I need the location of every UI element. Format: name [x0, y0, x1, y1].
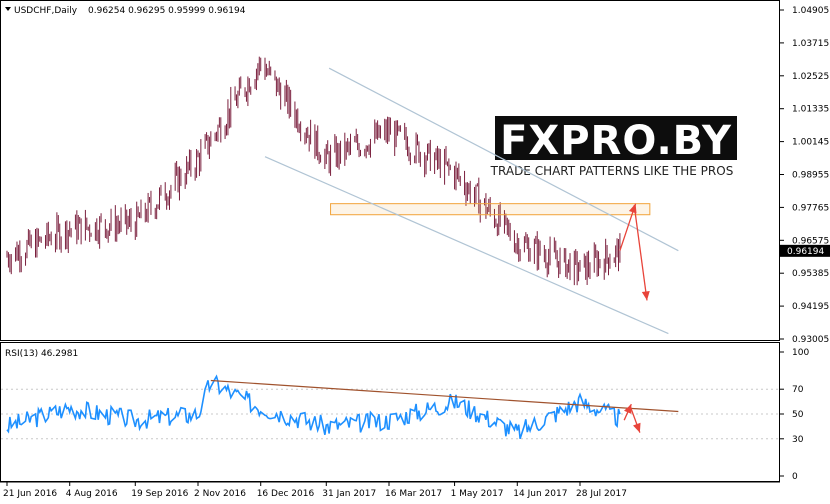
last-price-label: 0.96194 [787, 247, 824, 257]
ohlc-label: 0.96254 0.96295 0.95999 0.96194 [88, 6, 246, 16]
watermark-banner [495, 116, 737, 160]
price-tick-label: 1.01335 [792, 105, 829, 115]
price-tick-label: 1.03715 [792, 39, 829, 49]
channel-line-upper [328, 67, 679, 252]
time-tick-label: 19 Sep 2016 [131, 489, 188, 499]
rsi-tick-label: 0 [792, 472, 798, 482]
price-panel-frame [0, 0, 780, 341]
rsi-title: RSI(13) 46.2981 [5, 349, 78, 359]
chart-header: USDCHF,Daily 0.96254 0.96295 0.95999 0.9… [5, 6, 246, 16]
price-tick-label: 0.97765 [792, 203, 829, 213]
symbol-label: USDCHF,Daily [14, 6, 78, 16]
time-tick-label: 21 Jun 2016 [3, 489, 57, 499]
price-tick-label: 0.93005 [792, 335, 829, 345]
price-arrow-head [641, 290, 650, 301]
rsi-tick-label: 50 [792, 410, 804, 420]
watermark-title: FXPRO.BY [500, 118, 732, 164]
time-tick-label: 4 Aug 2016 [66, 489, 118, 499]
rsi-arrow-head [633, 422, 641, 433]
watermark: FXPRO.BY TRADE CHART PATTERNS LIKE THE P… [490, 116, 737, 178]
rsi-trendline [210, 379, 679, 413]
last-price-tag [780, 244, 830, 257]
price-arrow [633, 204, 648, 301]
time-tick-label: 2 Nov 2016 [194, 489, 246, 499]
rsi-tick-label: 100 [792, 348, 809, 358]
price-tick-label: 1.04905 [792, 6, 829, 16]
time-tick-label: 28 Jul 2017 [576, 489, 627, 499]
price-tick-label: 0.96575 [792, 236, 829, 246]
price-tick-label: 1.02525 [792, 72, 829, 82]
price-tick-label: 0.95385 [792, 269, 829, 279]
price-tick-label: 0.98955 [792, 171, 829, 181]
time-tick-label: 16 Dec 2016 [257, 489, 315, 499]
resistance-zone [330, 203, 651, 216]
channel-line-lower [264, 156, 669, 335]
rsi-arrow-head [624, 404, 632, 414]
price-tick-label: 0.94195 [792, 302, 829, 312]
price-layer [6, 56, 679, 335]
time-tick-label: 31 Jan 2017 [322, 489, 376, 499]
time-tick-label: 1 May 2017 [451, 489, 504, 499]
rsi-line [6, 374, 621, 440]
rsi-tick-label: 30 [792, 435, 804, 445]
rsi-layer [1, 374, 779, 440]
time-tick-label: 14 Jun 2017 [513, 489, 567, 499]
time-tick-label: 16 Mar 2017 [385, 489, 442, 499]
axes-layer: 1.04905 1.03715 1.02525 1.01335 1.00145 0.989… [3, 6, 830, 499]
watermark-sub-bg [494, 162, 730, 178]
price-tick-label: 1.00145 [792, 138, 829, 148]
watermark-subtitle: TRADE CHART PATTERNS LIKE THE PROS [490, 164, 734, 178]
rsi-tick-label: 70 [792, 385, 804, 395]
chevron-down-icon[interactable] [5, 7, 11, 11]
